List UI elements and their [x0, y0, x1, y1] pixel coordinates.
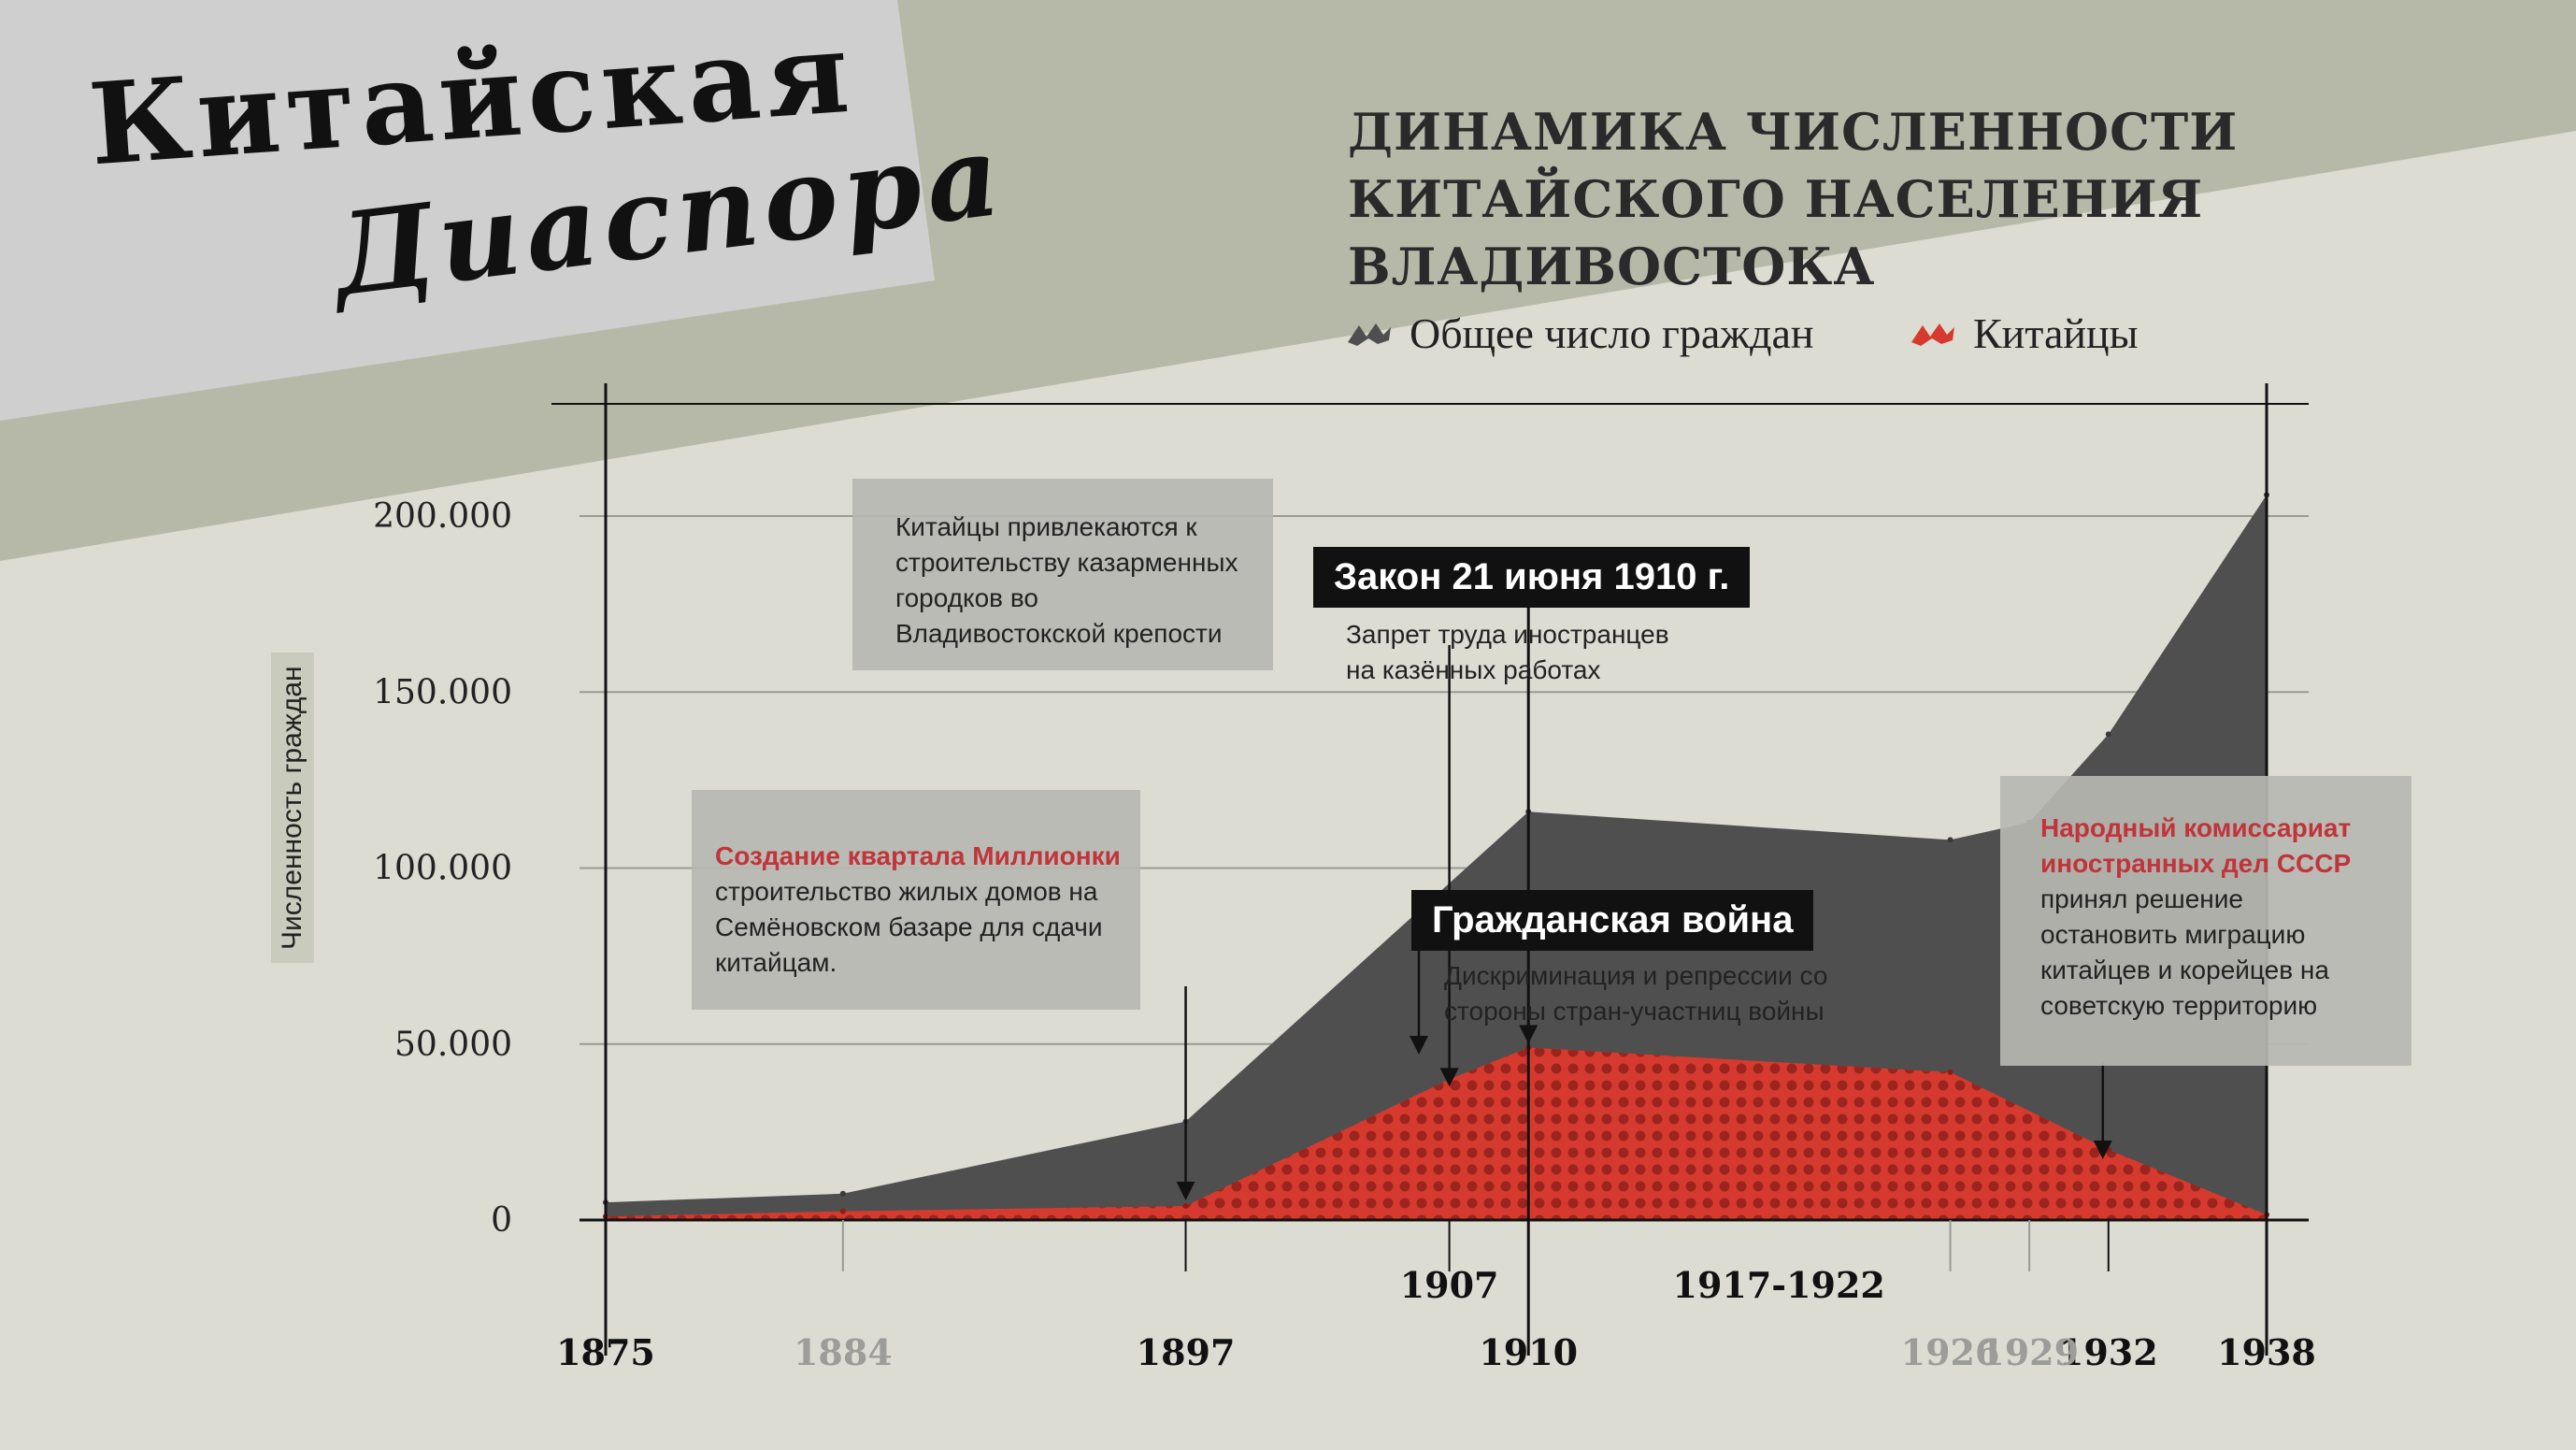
area-chinese-texture — [606, 1047, 2267, 1220]
x-tick-label: 1917-1922 — [1673, 1264, 1885, 1306]
point-total — [839, 1190, 846, 1197]
point-chinese — [1182, 1202, 1189, 1209]
note-paper-1907 — [852, 479, 1273, 670]
x-tick-label: 1907 — [1400, 1264, 1499, 1306]
x-tick-label: 1932 — [2059, 1331, 2158, 1373]
arrow-1932-head — [2093, 1141, 2112, 1159]
legend-item-total: Общее число граждан — [1346, 309, 1814, 358]
page-title: ДИНАМИКА ЧИСЛЕННОСТИ КИТАЙСКОГО НАСЕЛЕНИ… — [1348, 102, 2239, 296]
y-tick-label: 0 — [491, 1201, 512, 1240]
note-1910-text: Запрет труда иностранцев на казённых раб… — [1346, 620, 1669, 684]
note-1910-title: Закон 21 июня 1910 г. — [1313, 547, 1751, 608]
arrow-1907-head — [1439, 1068, 1459, 1087]
note-paper-1932 — [2000, 776, 2411, 1066]
arrow-1910-head — [1519, 1025, 1538, 1044]
arrow-war-head — [1410, 1036, 1428, 1055]
x-tick-label: 1926 — [1901, 1331, 2000, 1373]
legend-swatch-total — [1348, 323, 1391, 346]
y-tick-label: 100.000 — [373, 850, 512, 888]
legend-swatch-chinese — [1911, 323, 1954, 346]
point-chinese — [1947, 1069, 1953, 1075]
y-tick-label: 150.000 — [373, 673, 512, 711]
y-axis-label: Численность граждан — [271, 653, 314, 963]
point-total — [1947, 837, 1953, 843]
note-1897-text: строительство жилых домов на Семёновском… — [715, 877, 1103, 977]
note-war-text: Дискриминация и репрессии со стороны стр… — [1444, 961, 1828, 1026]
note-1907: Китайцы привлекаются к строительству каз… — [895, 512, 1238, 648]
axis-ticks: 0 50.000 100.000 150.000 200.000 1875 1897 1910… — [373, 497, 2316, 1373]
x-tick-label: 1929 — [1980, 1331, 2079, 1373]
arrow-1897-head — [1176, 1181, 1195, 1200]
legend-label-total: Общее число граждан — [1410, 309, 1814, 357]
legend-item-chinese: Китайцы — [1910, 309, 2139, 358]
x-tick-label: 1884 — [794, 1331, 893, 1373]
x-tick-label: 1910 — [1479, 1331, 1578, 1373]
area-total — [606, 495, 2267, 1220]
legend-label-chinese: Китайцы — [1973, 309, 2139, 357]
point-chinese — [839, 1208, 846, 1214]
y-tick-label: 200.000 — [373, 497, 512, 536]
x-tick-label: 1897 — [1137, 1331, 1236, 1373]
note-war-title: Гражданская война — [1411, 890, 1814, 951]
note-paper-1897 — [692, 790, 1140, 1010]
point-total — [2105, 731, 2111, 738]
note-1932: Народный комиссариат иностранных дел ССС… — [2040, 811, 2377, 1024]
x-tick-label: 1875 — [556, 1331, 655, 1373]
note-1932-title: Народный комиссариат иностранных дел ССС… — [2040, 813, 2352, 878]
note-1897: Создание квартала Миллионки строительств… — [715, 839, 1126, 981]
annotation-arrows — [1176, 608, 2112, 1200]
x-tick-label: 1938 — [2217, 1331, 2316, 1373]
note-1932-text: принял решение остановить миграцию китай… — [2040, 884, 2329, 1020]
note-1897-title: Создание квартала Миллионки — [715, 841, 1121, 870]
y-tick-label: 50.000 — [394, 1026, 512, 1064]
